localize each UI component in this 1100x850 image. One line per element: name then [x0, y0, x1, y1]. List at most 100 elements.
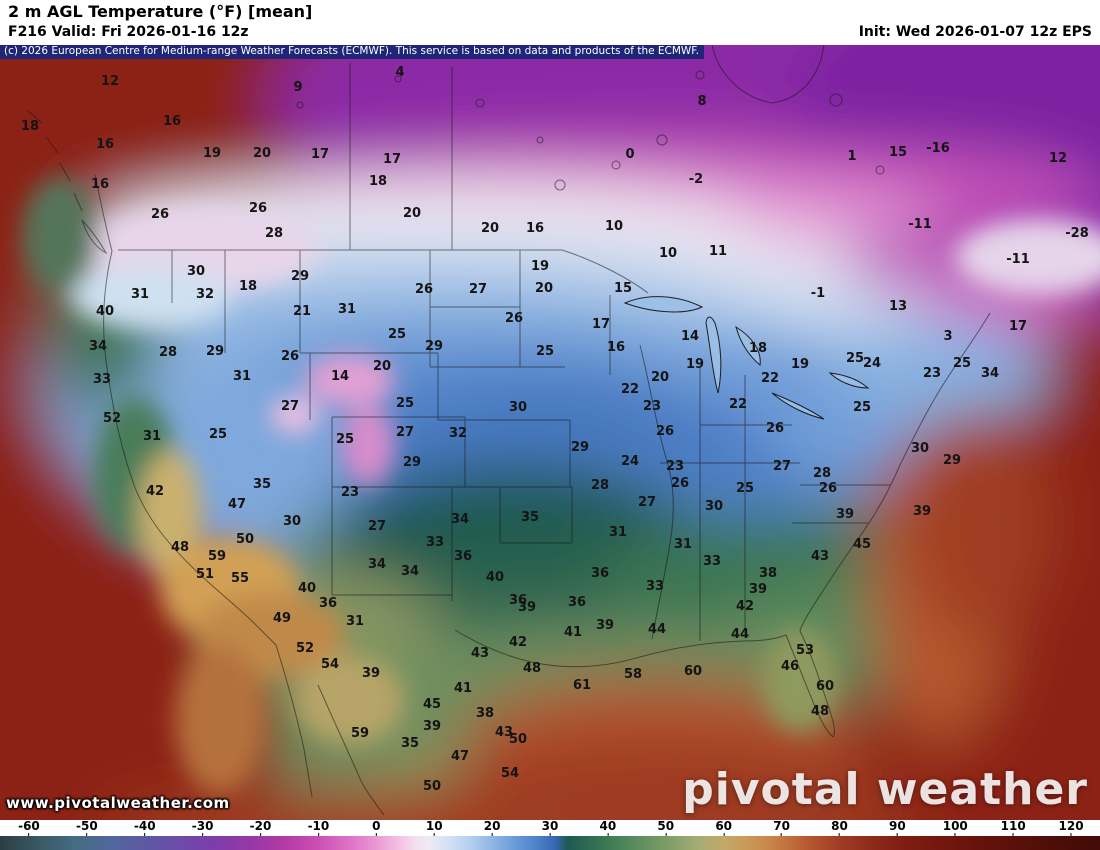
- temp-value-label: 33: [426, 535, 444, 550]
- temp-value-label: 39: [518, 600, 536, 615]
- temp-value-label: 31: [338, 302, 356, 317]
- temp-value-label: 21: [293, 304, 311, 319]
- temp-value-label: 10: [605, 219, 623, 234]
- temp-value-label: 27: [368, 519, 386, 534]
- colorbar-tick: -20: [250, 820, 271, 837]
- temp-value-label: 43: [811, 549, 829, 564]
- temp-value-label: 25: [536, 344, 554, 359]
- temp-value-label: 26: [249, 201, 267, 216]
- temp-value-label: 29: [291, 269, 309, 284]
- temp-value-label: -2: [689, 172, 703, 187]
- temp-value-label: 26: [819, 481, 837, 496]
- temp-value-label: 12: [101, 74, 119, 89]
- temp-value-label: 32: [196, 287, 214, 302]
- temp-value-label: 26: [671, 476, 689, 491]
- temp-value-label: 50: [236, 532, 254, 547]
- temp-value-label: 39: [596, 618, 614, 633]
- temperature-map: 12 9 4 8 18 16 16 19 20 17 17 0 1 15 -16 12 16 18 -2 26 26 20…: [0, 45, 1100, 820]
- temp-value-label: 28: [265, 226, 283, 241]
- temp-value-label: 61: [573, 678, 591, 693]
- temp-value-label: 11: [709, 244, 727, 259]
- temp-value-label: 50: [423, 779, 441, 794]
- temp-value-label: 24: [863, 356, 881, 371]
- temp-value-label: 31: [609, 525, 627, 540]
- temp-value-label: 16: [607, 340, 625, 355]
- temp-value-label: 13: [889, 299, 907, 314]
- temp-value-label: 25: [388, 327, 406, 342]
- temp-value-label: 54: [501, 766, 519, 781]
- temp-value-label: 29: [403, 455, 421, 470]
- temp-value-label: 36: [319, 596, 337, 611]
- temp-value-label: 24: [621, 454, 639, 469]
- temp-value-label: 53: [796, 643, 814, 658]
- temp-value-label: 29: [206, 344, 224, 359]
- temp-value-label: 59: [351, 726, 369, 741]
- temp-value-label: 15: [614, 281, 632, 296]
- temp-value-label: 23: [923, 366, 941, 381]
- temp-value-label: -28: [1065, 226, 1089, 241]
- temp-value-label: 16: [91, 177, 109, 192]
- temp-value-label: 16: [526, 221, 544, 236]
- temp-value-label: 44: [648, 622, 666, 637]
- temp-value-label: 33: [703, 554, 721, 569]
- temp-value-label: 34: [89, 339, 107, 354]
- temperature-colorbar: -60 -50 -40 -30 -20 -10 0 10 20 30 40 50 60 70 80 90 100…: [0, 820, 1100, 850]
- temp-value-label: 30: [283, 514, 301, 529]
- temp-value-label: 47: [228, 497, 246, 512]
- temp-value-label: 17: [1009, 319, 1027, 334]
- temp-value-label: 26: [281, 349, 299, 364]
- temp-value-label: 54: [321, 657, 339, 672]
- temp-value-label: 44: [731, 627, 749, 642]
- temp-value-label: 28: [591, 478, 609, 493]
- temp-value-label: 60: [684, 664, 702, 679]
- colorbar-tick: 50: [657, 820, 674, 837]
- temp-value-label: 45: [853, 537, 871, 552]
- temperature-field-detail: [22, 177, 1100, 795]
- temp-value-label: 41: [454, 681, 472, 696]
- colorbar-tick: 20: [484, 820, 500, 837]
- temp-value-label: 30: [187, 264, 205, 279]
- temp-value-label: 29: [943, 453, 961, 468]
- temp-value-label: 26: [766, 421, 784, 436]
- colorbar-tick: 10: [426, 820, 443, 837]
- valid-time-label: F216 Valid: Fri 2026-01-16 12z: [8, 24, 249, 40]
- temp-value-label: 25: [736, 481, 754, 496]
- temp-value-label: 34: [981, 366, 999, 381]
- temp-value-label: 20: [481, 221, 499, 236]
- temp-value-label: 20: [535, 281, 553, 296]
- temp-value-label: 23: [341, 485, 359, 500]
- temp-value-label: 31: [131, 287, 149, 302]
- temp-value-label: 27: [773, 459, 791, 474]
- temp-value-label: 48: [811, 704, 829, 719]
- temp-value-label: 26: [656, 424, 674, 439]
- temp-value-label: 31: [674, 537, 692, 552]
- temp-value-label: 20: [403, 206, 421, 221]
- temp-value-label: 15: [889, 145, 907, 160]
- temp-value-label: 47: [451, 749, 469, 764]
- temp-value-label: 18: [21, 119, 39, 134]
- temp-value-label: 19: [686, 357, 704, 372]
- temp-value-label: 26: [505, 311, 523, 326]
- temp-value-label: 28: [813, 466, 831, 481]
- temp-value-label: 34: [368, 557, 386, 572]
- page-title: 2 m AGL Temperature (°F) [mean]: [8, 2, 313, 21]
- temp-value-label: -1: [811, 286, 825, 301]
- temp-value-label: 26: [151, 207, 169, 222]
- temp-value-label: 60: [816, 679, 834, 694]
- temp-value-label: 42: [509, 635, 527, 650]
- temp-value-label: 59: [208, 549, 226, 564]
- temp-value-label: 16: [96, 137, 114, 152]
- init-time-label: Init: Wed 2026-01-07 12z EPS: [858, 24, 1092, 40]
- temp-value-label: -11: [908, 217, 932, 232]
- temp-value-label: 19: [531, 259, 549, 274]
- temp-value-label: 51: [196, 567, 214, 582]
- temp-value-label: 22: [621, 382, 639, 397]
- temp-value-label: 25: [846, 351, 864, 366]
- colorbar-tick: -10: [308, 820, 329, 837]
- temp-value-label: 12: [1049, 151, 1067, 166]
- colorbar-tick: 70: [773, 820, 790, 837]
- temp-value-label: 32: [449, 426, 467, 441]
- temp-value-label: 0: [625, 147, 634, 162]
- temp-value-label: 18: [239, 279, 257, 294]
- temp-value-label: 29: [571, 440, 589, 455]
